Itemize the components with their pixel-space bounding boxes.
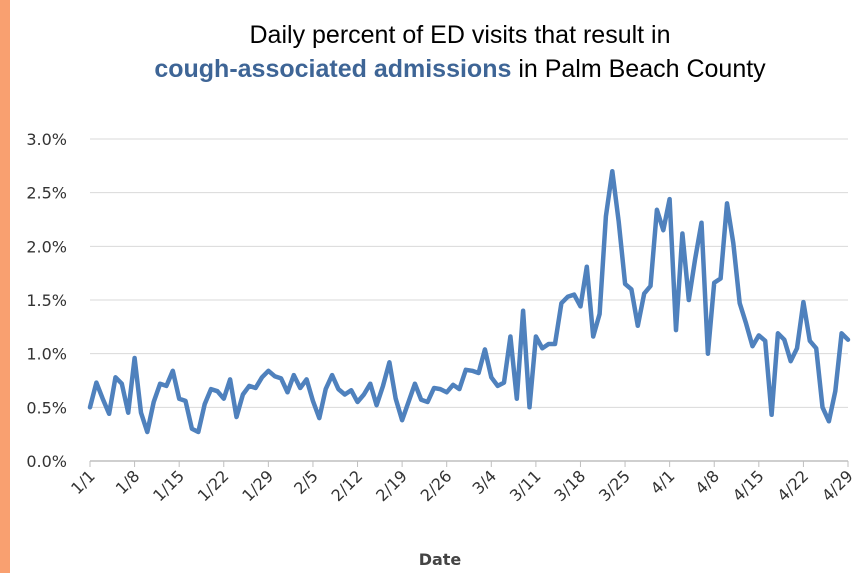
x-tick-label: 1/1	[67, 466, 99, 498]
y-tick-label: 3.0%	[26, 130, 67, 149]
x-tick-label: 2/5	[290, 466, 322, 498]
x-axis-ticks: 1/1 1/8 1/15 1/22 1/29 2/5 2/12 2/19 2/26 3/4 3/11…	[67, 461, 857, 505]
chart-title-highlight: cough-associated admissions	[154, 55, 512, 83]
y-tick-label: 0.5%	[26, 398, 67, 417]
x-tick-label: 4/15	[729, 466, 768, 505]
x-tick-label: 1/22	[194, 466, 233, 505]
chart-title: Daily percent of ED visits that result i…	[60, 18, 860, 86]
chart-title-line1: Daily percent of ED visits that result i…	[249, 21, 671, 49]
accent-bar	[0, 0, 10, 573]
y-tick-label: 0.0%	[26, 452, 67, 471]
series-line	[87, 168, 851, 435]
y-tick-label: 2.0%	[26, 237, 67, 256]
x-tick-label: 4/8	[691, 466, 723, 498]
x-tick-label: 2/19	[372, 466, 411, 505]
x-tick-label: 1/29	[238, 466, 277, 505]
x-tick-label: 4/22	[773, 466, 812, 505]
y-tick-label: 1.5%	[26, 291, 67, 310]
x-tick-label: 1/15	[149, 466, 188, 505]
x-tick-label: 3/18	[550, 466, 589, 505]
x-tick-label: 3/11	[506, 466, 545, 505]
x-tick-label: 4/29	[818, 466, 857, 505]
y-axis-ticks: 0.0% 0.5% 1.0% 1.5% 2.0% 2.5% 3.0%	[26, 130, 67, 471]
x-axis-label: Date	[419, 550, 462, 569]
series-group	[87, 168, 851, 435]
y-tick-label: 1.0%	[26, 345, 67, 364]
x-tick-label: 1/8	[112, 466, 144, 498]
y-tick-label: 2.5%	[26, 184, 67, 203]
x-tick-label: 2/12	[328, 466, 367, 505]
chart-title-line2: cough-associated admissions in Palm Beac…	[60, 52, 860, 86]
x-tick-label: 3/4	[468, 466, 500, 498]
x-tick-label: 4/1	[647, 466, 679, 498]
chart-title-suffix: in Palm Beach County	[511, 55, 766, 83]
x-tick-label: 3/25	[595, 466, 634, 505]
x-tick-label: 2/26	[417, 466, 456, 505]
